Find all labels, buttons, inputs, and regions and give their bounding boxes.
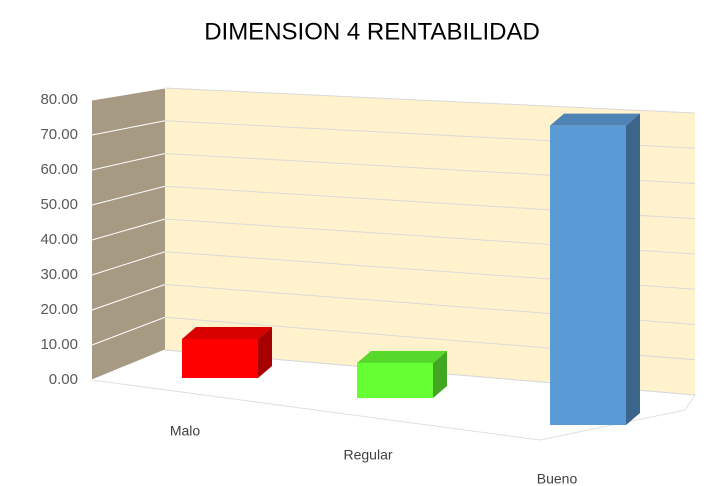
x-tick-label: Bueno	[537, 471, 578, 486]
bar-side	[433, 351, 447, 398]
grid-line	[91, 218, 166, 241]
bar-top-shade	[182, 327, 272, 339]
bar	[550, 125, 626, 426]
y-tick-label: 50.00	[40, 196, 78, 213]
grid-line	[91, 251, 166, 276]
grid-line	[164, 87, 696, 114]
bar	[182, 339, 258, 378]
bar-top	[182, 327, 272, 339]
grid-line	[91, 87, 166, 101]
grid-line	[91, 316, 166, 346]
bar-side-shade	[258, 327, 272, 378]
y-tick-label: 20.00	[40, 301, 78, 318]
bar-side	[626, 113, 640, 426]
bar-side	[258, 327, 272, 378]
y-tick-label: 0.00	[49, 371, 78, 388]
x-tick-label: Regular	[343, 447, 392, 463]
grid-line	[91, 284, 166, 311]
y-tick-label: 40.00	[40, 231, 78, 248]
bar-side-shade	[626, 113, 640, 426]
y-tick-label: 70.00	[40, 126, 78, 143]
y-tick-label: 60.00	[40, 161, 78, 178]
side-wall	[92, 88, 165, 380]
bar-side-shade	[433, 351, 447, 398]
chart-title: DIMENSION 4 RENTABILIDAD	[204, 18, 540, 45]
y-tick-label: 30.00	[40, 266, 78, 283]
bar-top-shade	[357, 351, 447, 363]
grid-line	[91, 349, 166, 381]
y-tick-label: 80.00	[40, 91, 78, 108]
grid-line	[91, 185, 166, 206]
bar-top	[357, 351, 447, 363]
x-tick-label: Malo	[170, 423, 201, 439]
bar-top	[550, 113, 640, 126]
bar	[357, 363, 433, 398]
y-tick-label: 10.00	[40, 336, 78, 353]
grid-line	[91, 120, 166, 136]
grid-line	[91, 153, 166, 171]
bar-top-shade	[550, 113, 640, 126]
